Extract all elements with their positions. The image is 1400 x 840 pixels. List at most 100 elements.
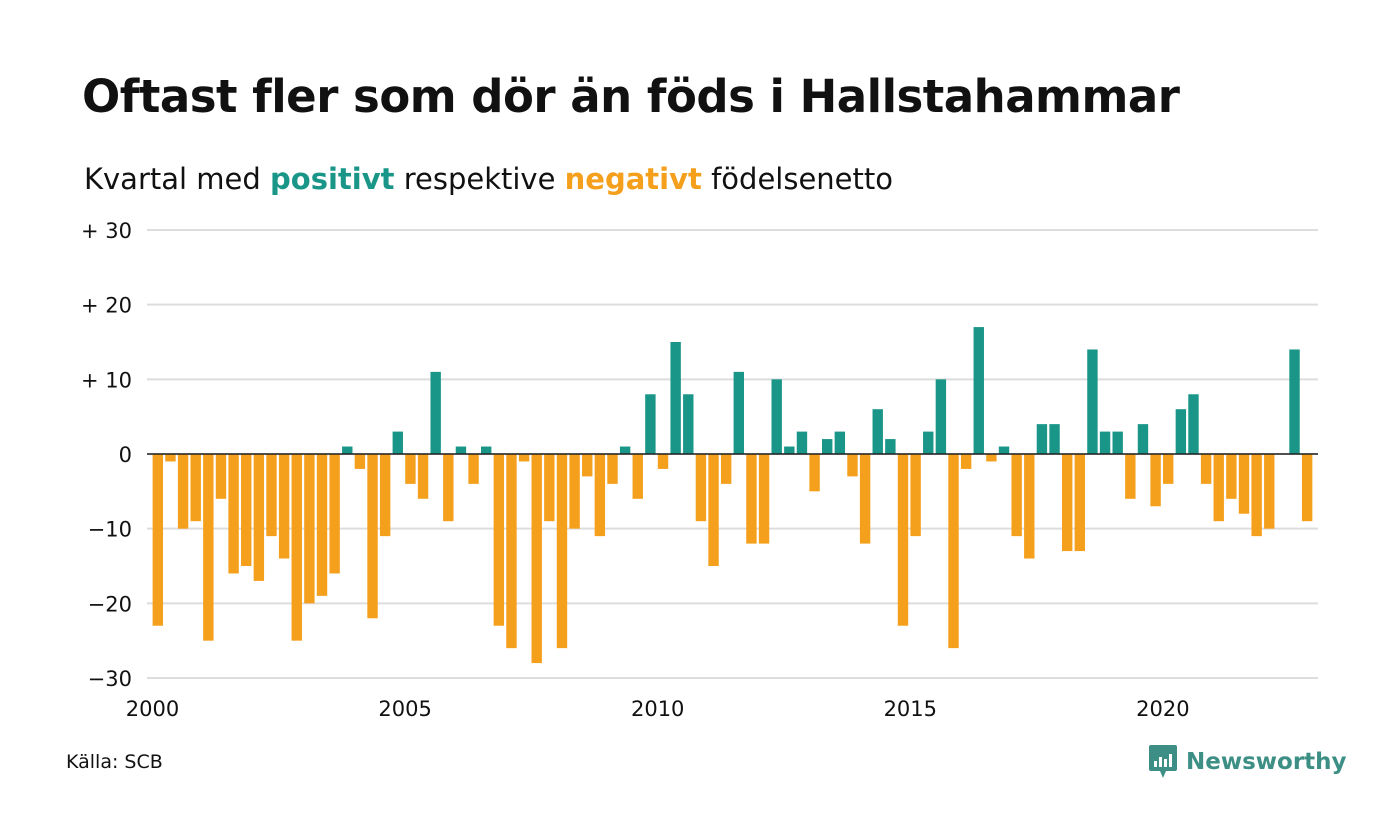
bar — [518, 454, 530, 462]
bar — [594, 454, 606, 537]
bar — [1099, 431, 1111, 454]
bar — [746, 454, 757, 544]
bar — [809, 454, 820, 492]
bar — [1137, 424, 1149, 454]
brand-logo: Newsworthy — [1148, 744, 1347, 780]
bar — [847, 454, 858, 477]
y-tick-label: −20 — [88, 592, 132, 616]
bar — [1125, 454, 1136, 499]
bar — [1024, 454, 1035, 559]
bar — [417, 454, 429, 499]
x-tick-label: 2010 — [631, 697, 684, 721]
bar — [695, 454, 707, 522]
bar — [771, 379, 782, 454]
bar — [1036, 424, 1048, 454]
bar — [316, 454, 328, 596]
bar — [342, 446, 353, 454]
x-tick-label: 2000 — [126, 697, 179, 721]
y-tick-label: + 20 — [81, 294, 132, 318]
bar — [784, 446, 795, 454]
bar — [582, 454, 593, 477]
x-axis-ticks: 2000 2005 2010 2015 2020 — [126, 697, 1190, 721]
bar — [683, 394, 694, 454]
bar — [670, 342, 681, 454]
bar — [1074, 454, 1086, 552]
bar — [203, 454, 214, 641]
bars — [147, 327, 1318, 664]
bar — [796, 431, 808, 454]
bar — [1238, 454, 1250, 514]
bar — [822, 439, 833, 454]
bar — [1061, 454, 1073, 552]
y-axis-ticks: + 30 + 20 + 10 0 −10 −20 −30 — [81, 219, 132, 691]
bar — [935, 379, 947, 454]
bar — [910, 454, 921, 537]
bar — [1011, 454, 1022, 537]
y-tick-label: −10 — [88, 518, 132, 542]
bar — [1163, 454, 1174, 484]
bar — [897, 454, 909, 626]
bar — [960, 454, 972, 469]
bar — [834, 431, 846, 454]
bar — [266, 454, 277, 537]
bar — [1175, 409, 1187, 454]
bar — [859, 454, 871, 544]
bar — [253, 454, 265, 581]
bar — [177, 454, 189, 529]
bar — [1213, 454, 1224, 522]
bar — [215, 454, 227, 499]
x-tick-label: 2020 — [1136, 697, 1189, 721]
bar — [228, 454, 239, 574]
chart-title: Oftast fler som dör än föds i Hallstaham… — [82, 70, 1180, 123]
chart-subtitle: Kvartal med positivt respektive negativt… — [84, 162, 893, 196]
bar — [948, 454, 959, 649]
bar — [1289, 349, 1300, 454]
bar — [354, 454, 366, 469]
bar — [367, 454, 378, 619]
y-tick-label: −30 — [88, 667, 132, 691]
bar — [645, 394, 656, 454]
bar — [556, 454, 568, 649]
y-tick-label: 0 — [119, 443, 132, 467]
bar — [1087, 349, 1098, 454]
bar — [607, 454, 618, 484]
bar — [872, 409, 883, 454]
subtitle-text-end: födelsenetto — [701, 162, 893, 196]
bar — [468, 454, 479, 484]
bar — [1301, 454, 1313, 522]
bar — [1049, 424, 1060, 454]
bar — [708, 454, 719, 566]
bar — [1264, 454, 1275, 529]
bar — [973, 327, 984, 454]
source-note: Källa: SCB — [66, 751, 163, 773]
bar — [657, 454, 669, 469]
bar — [632, 454, 643, 499]
bar — [481, 446, 492, 454]
bar — [733, 371, 744, 454]
y-tick-label: + 10 — [81, 368, 132, 392]
bar — [241, 454, 252, 566]
bar — [1251, 454, 1262, 537]
bar — [544, 454, 555, 522]
bar — [998, 446, 1010, 454]
bar — [455, 446, 467, 454]
subtitle-positive-label: positivt — [270, 162, 395, 196]
bar — [278, 454, 290, 559]
bar — [885, 439, 896, 454]
subtitle-negative-label: negativt — [564, 162, 702, 196]
bar — [1112, 431, 1123, 454]
bar — [379, 454, 391, 537]
bar — [152, 454, 164, 626]
bar — [619, 446, 631, 454]
x-tick-label: 2015 — [884, 697, 937, 721]
bar — [1188, 394, 1199, 454]
subtitle-text-start: Kvartal med — [84, 162, 271, 196]
bar — [1226, 454, 1237, 499]
bar — [923, 431, 934, 454]
bar — [1200, 454, 1212, 484]
subtitle-text-middle: respektive — [394, 162, 565, 196]
bar — [531, 454, 542, 664]
bar — [304, 454, 315, 604]
bar — [506, 454, 517, 649]
bar — [430, 371, 441, 454]
